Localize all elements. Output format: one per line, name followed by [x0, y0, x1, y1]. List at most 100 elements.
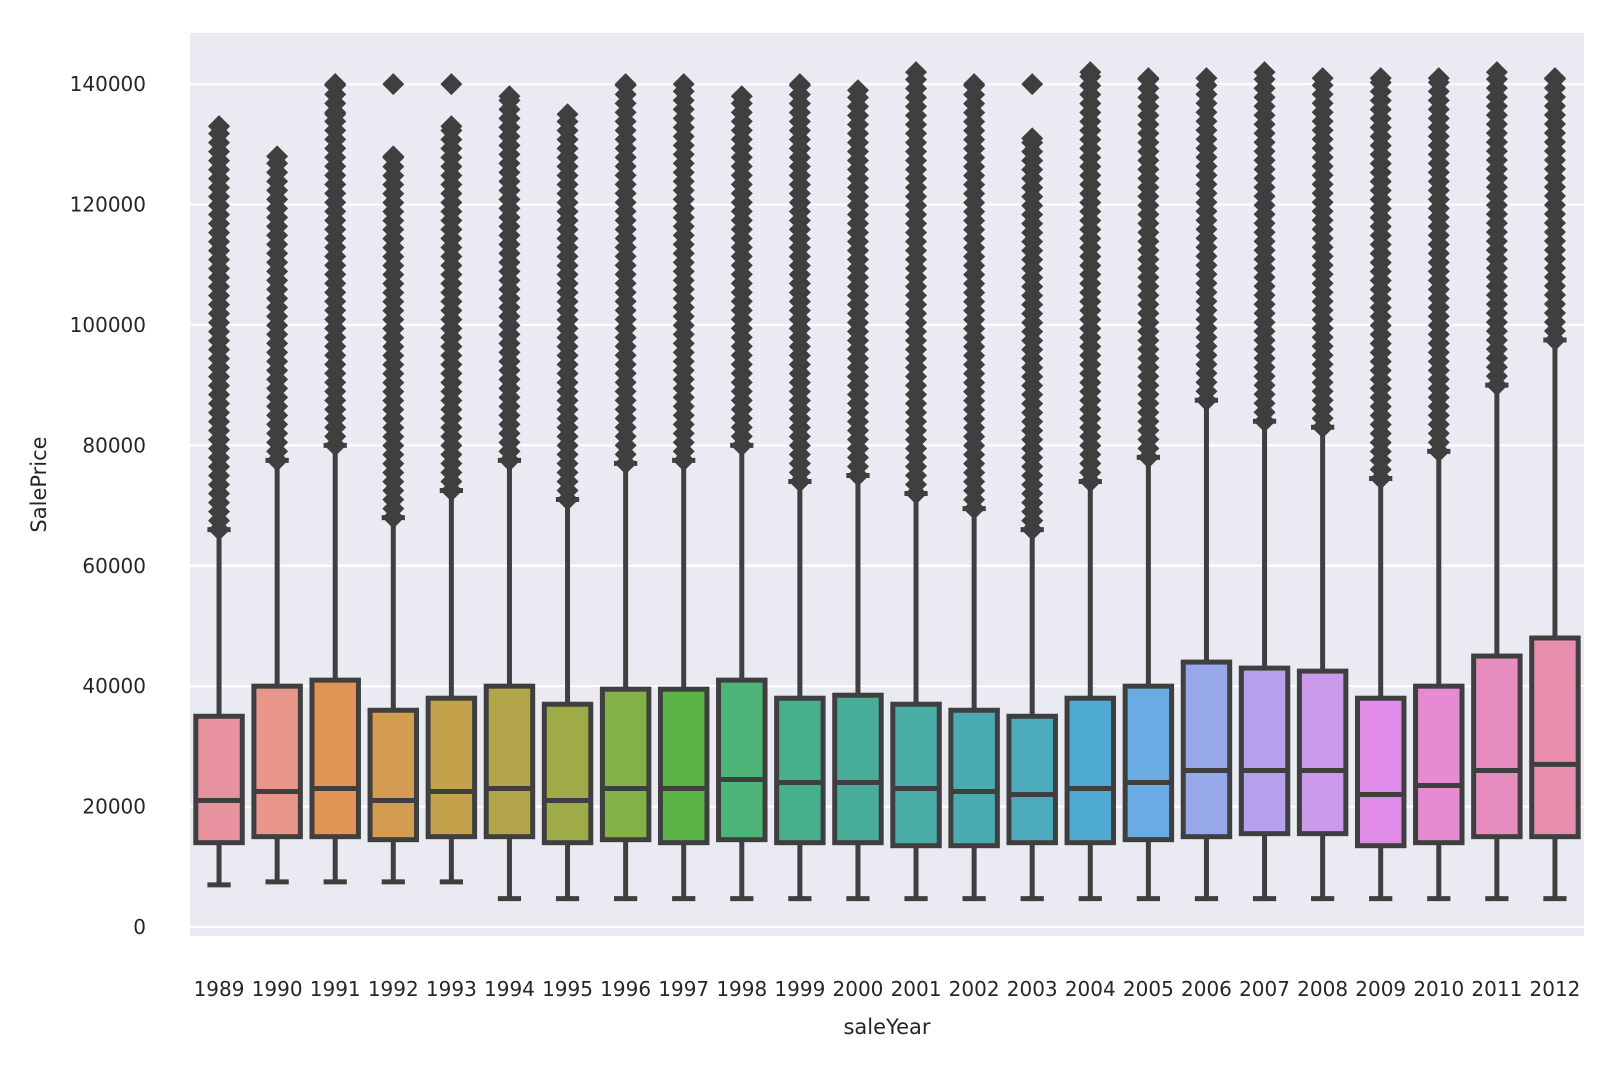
box-series — [193, 61, 1581, 902]
box-iqr — [1064, 695, 1117, 846]
box-2004 — [1064, 61, 1117, 902]
box-iqr — [657, 686, 710, 846]
outlier-point — [440, 115, 463, 138]
outlier-point — [556, 103, 579, 126]
box-2005 — [1122, 67, 1175, 902]
x-tick-label: 2001 — [891, 977, 942, 1001]
y-tick-label: 80000 — [82, 433, 146, 457]
y-tick-label: 100000 — [70, 313, 146, 337]
x-tick-label: 1997 — [658, 977, 709, 1001]
x-tick-label: 1993 — [426, 977, 477, 1001]
y-tick-label: 140000 — [70, 72, 146, 96]
x-tick-label: 1996 — [600, 977, 651, 1001]
x-tick-label: 1991 — [310, 977, 361, 1001]
x-tick-label: 1992 — [368, 977, 419, 1001]
box-iqr — [1296, 668, 1349, 837]
box-2010 — [1413, 67, 1465, 902]
box-iqr — [1354, 695, 1407, 849]
outlier-point — [208, 115, 231, 138]
box-2007 — [1238, 61, 1291, 902]
box-2000 — [832, 79, 884, 902]
y-tick-label: 0 — [133, 915, 146, 939]
box-2012 — [1529, 67, 1581, 902]
box-2002 — [948, 73, 1000, 902]
box-2009 — [1354, 67, 1407, 902]
box-iqr — [1471, 653, 1523, 840]
box-iqr — [483, 683, 536, 840]
box-iqr — [1238, 665, 1291, 837]
x-tick-label: 2003 — [1007, 977, 1058, 1001]
box-1996 — [599, 73, 652, 902]
box-iqr — [309, 677, 361, 840]
x-tick-label: 1989 — [194, 977, 245, 1001]
x-tick-label: 2006 — [1181, 977, 1232, 1001]
box-iqr — [1529, 635, 1581, 840]
outlier-point — [1485, 61, 1508, 84]
x-axis-label: saleYear — [843, 1015, 930, 1039]
outlier-point — [846, 79, 869, 102]
box-2011 — [1471, 61, 1523, 902]
outlier-point — [1253, 61, 1276, 84]
x-tick-label: 2000 — [833, 977, 884, 1001]
outlier-point — [324, 103, 347, 126]
outlier-point — [1079, 61, 1102, 84]
x-tick-label: 2002 — [949, 977, 1000, 1001]
box-iqr — [541, 701, 594, 846]
box-1995 — [541, 103, 594, 902]
box-2003 — [1006, 73, 1058, 902]
y-tick-label: 20000 — [82, 795, 146, 819]
x-tick-label: 2012 — [1530, 977, 1581, 1001]
x-tick-label: 2010 — [1413, 977, 1464, 1001]
outlier-point — [498, 85, 521, 108]
outlier-point — [1021, 127, 1044, 150]
box-iqr — [193, 713, 245, 846]
x-tick-label: 2005 — [1123, 977, 1174, 1001]
outlier-point — [614, 73, 637, 96]
x-tick-label: 2004 — [1065, 977, 1116, 1001]
outlier-point — [324, 73, 347, 96]
box-1991 — [309, 73, 361, 885]
x-tick-label: 1994 — [484, 977, 535, 1001]
box-iqr — [1006, 713, 1058, 846]
x-tick-label: 2011 — [1471, 977, 1522, 1001]
outlier-point — [1543, 67, 1566, 90]
y-tick-label: 60000 — [82, 554, 146, 578]
outlier-point — [672, 73, 695, 96]
box-iqr — [367, 707, 420, 843]
y-tick-label: 120000 — [70, 193, 146, 217]
outlier-point — [1137, 67, 1160, 90]
box-1989 — [193, 115, 245, 888]
box-2001 — [890, 61, 942, 902]
box-iqr — [425, 695, 478, 840]
outlier-point — [788, 73, 811, 96]
box-1994 — [483, 85, 536, 902]
x-tick-label: 1998 — [716, 977, 767, 1001]
x-tick-label: 1999 — [774, 977, 825, 1001]
box-iqr — [1180, 659, 1233, 840]
x-tick-label: 1990 — [252, 977, 303, 1001]
box-1998 — [716, 85, 768, 902]
y-axis-label: SalePrice — [27, 436, 51, 532]
outlier-point — [730, 85, 753, 108]
box-1990 — [251, 145, 303, 885]
outlier-point — [440, 73, 463, 96]
outlier-point — [382, 145, 405, 168]
box-2008 — [1296, 67, 1349, 902]
outlier-point — [382, 73, 405, 96]
x-tick-label: 2009 — [1355, 977, 1406, 1001]
box-iqr — [1413, 683, 1465, 846]
outlier-point — [963, 73, 986, 96]
x-tick-labels: 1989 1990 1991 1992 1993 1994 1995 1996 1997 1998… — [194, 977, 1581, 1001]
x-tick-label: 2008 — [1297, 977, 1348, 1001]
x-tick-label: 1995 — [542, 977, 593, 1001]
box-iqr — [716, 677, 768, 843]
box-iqr — [1122, 683, 1175, 843]
box-1997 — [657, 73, 710, 902]
box-iqr — [774, 695, 826, 846]
gridlines — [190, 83, 1584, 929]
outlier-point — [1195, 67, 1218, 90]
y-tick-labels: 0 20000 40000 60000 80000 100000 120000 140000 — [70, 72, 146, 939]
outlier-point — [1427, 67, 1450, 90]
